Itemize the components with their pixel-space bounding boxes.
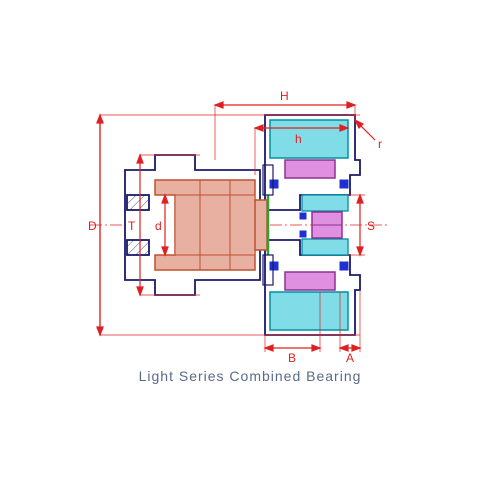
label-T: T [128,219,136,233]
label-H: H [280,89,289,103]
label-D: D [88,219,97,233]
label-r: r [378,137,382,151]
diagram-caption: Light Series Combined Bearing [0,368,500,384]
bearing-diagram-svg: D T d H h r S B A [0,0,500,500]
label-h: h [295,132,302,146]
label-S: S [367,219,375,233]
label-A: A [346,351,354,365]
bearing-diagram-container: D T d H h r S B A Light Series Combined … [0,0,500,500]
label-d: d [155,219,162,233]
label-B: B [288,351,296,365]
